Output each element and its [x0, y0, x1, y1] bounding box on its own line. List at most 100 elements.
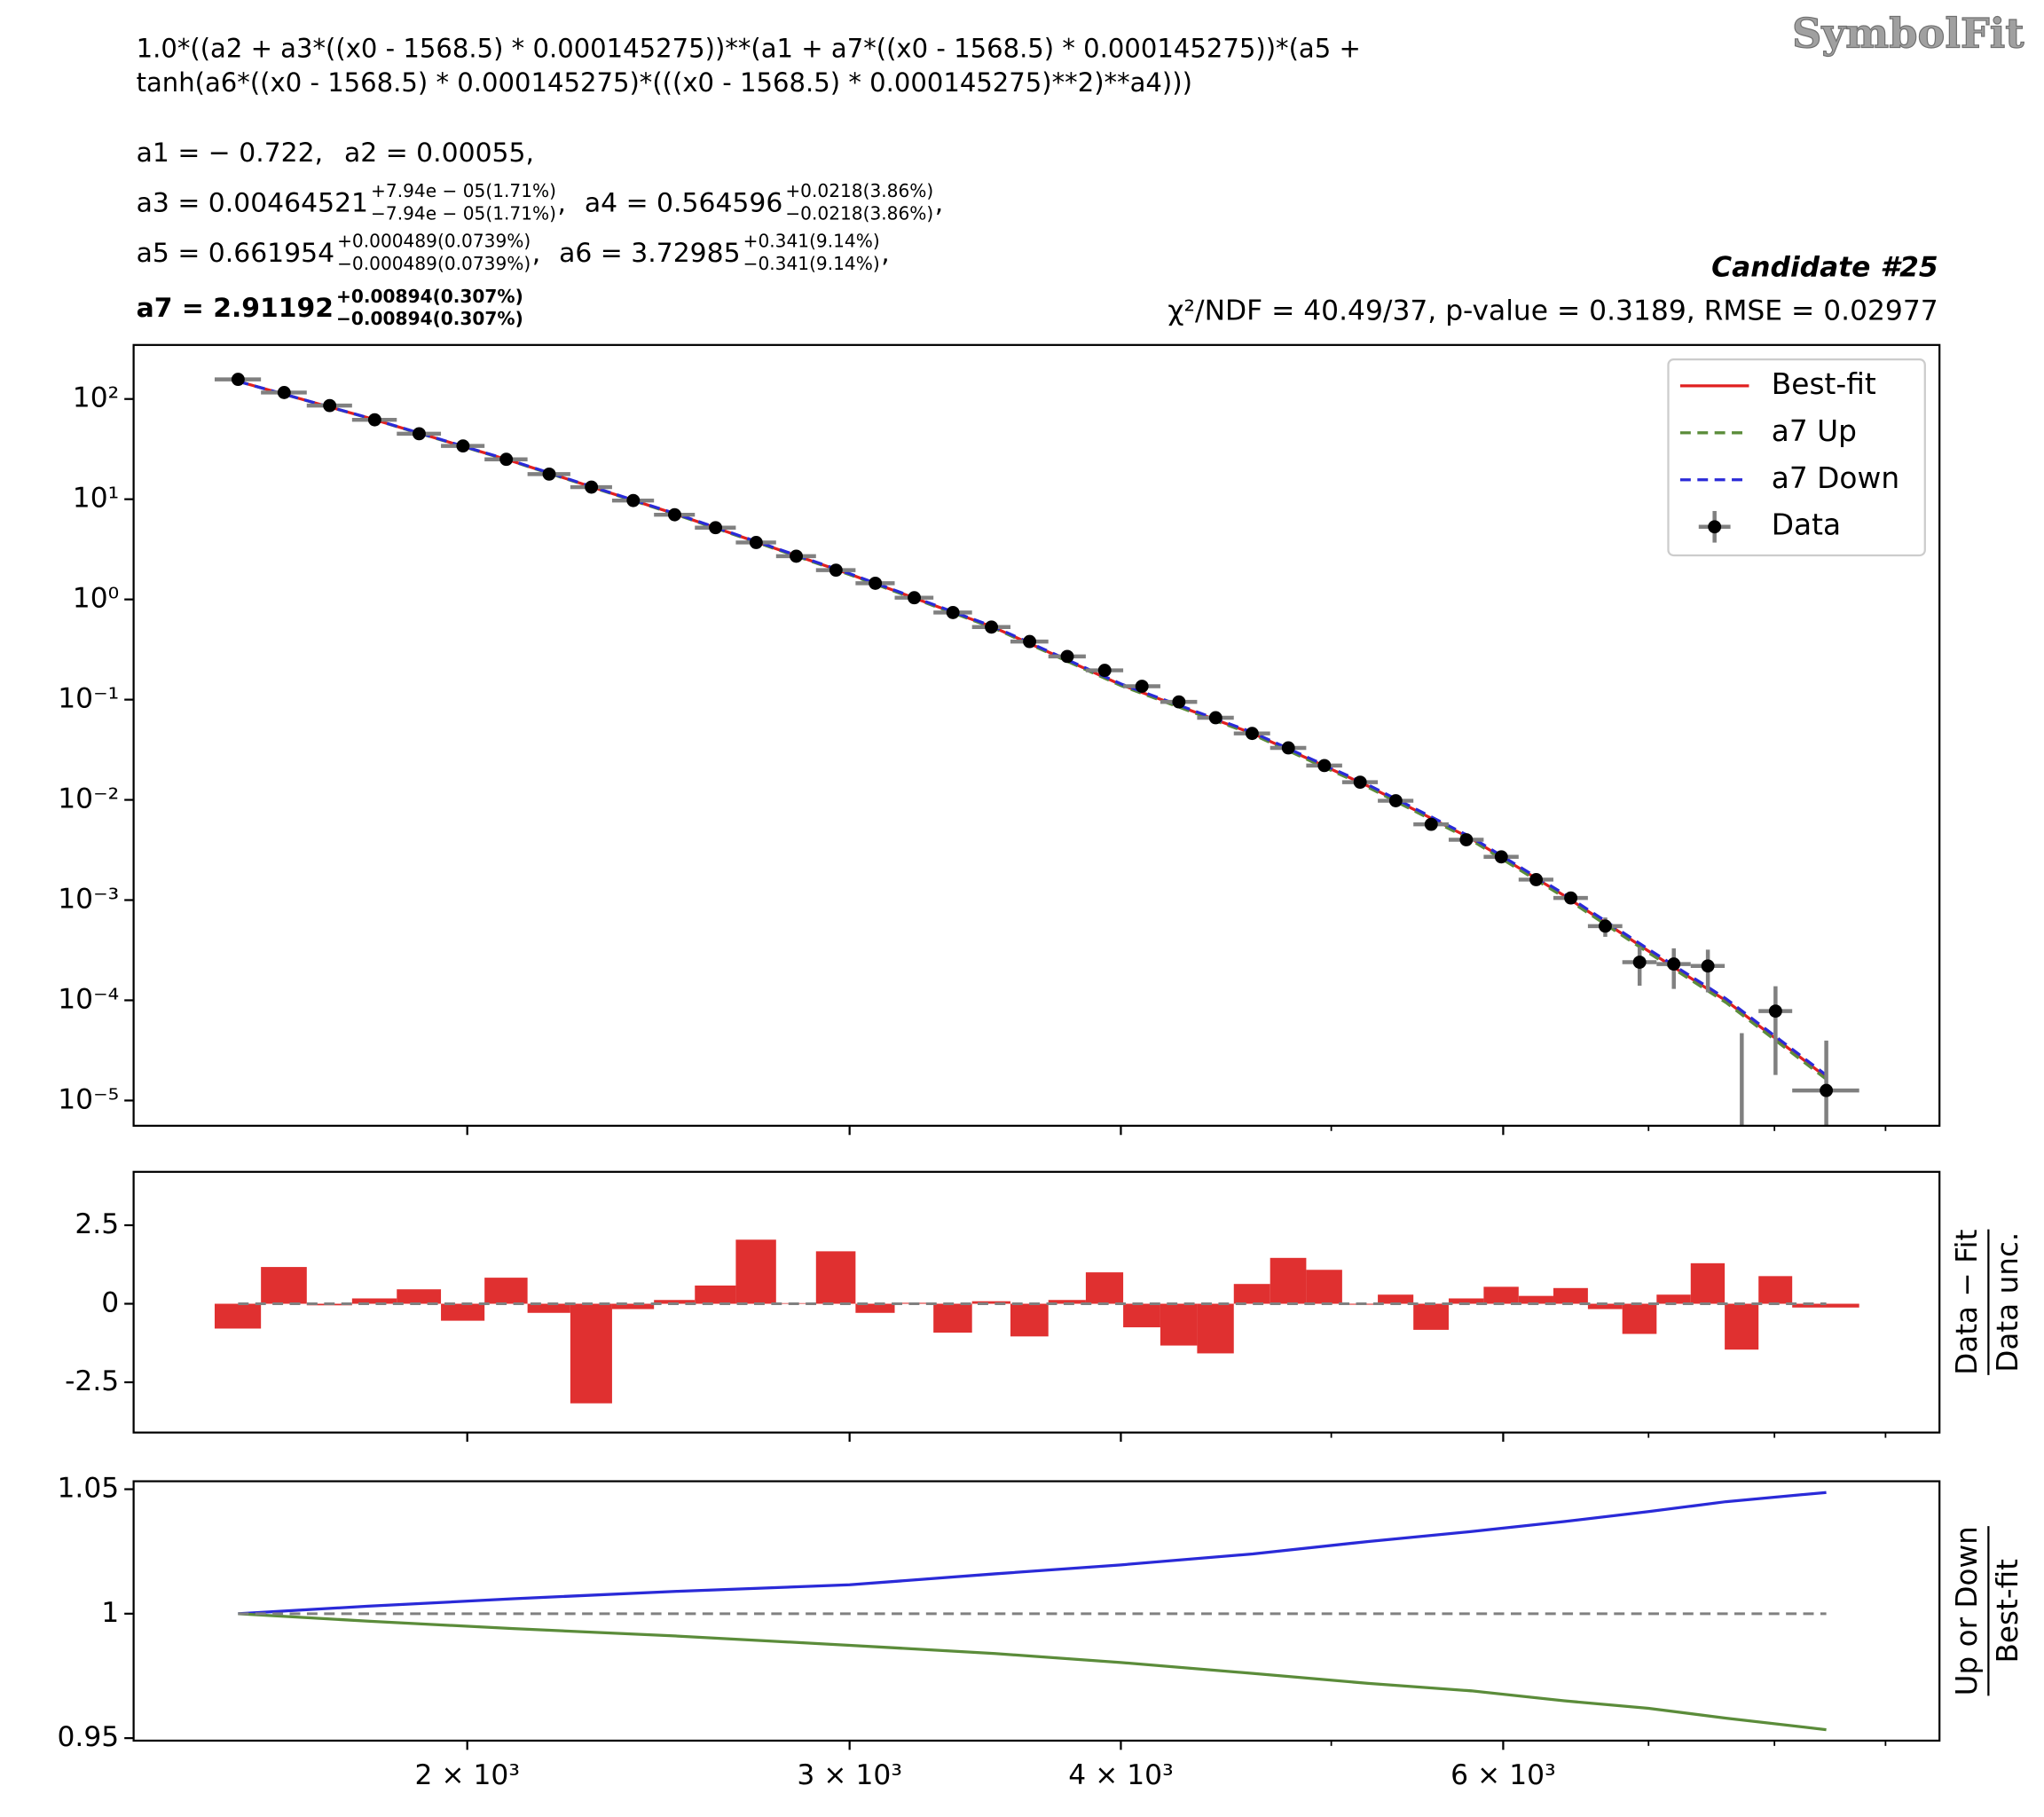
data-point — [626, 493, 641, 507]
y-tick-label: 2.5 — [75, 1208, 119, 1240]
legend-label: a7 Down — [1772, 461, 1899, 495]
parameter-up: +7.94e − 05(1.71%) — [371, 180, 556, 201]
residual-bar — [1758, 1276, 1793, 1304]
x-tick-label: 6 × 10³ — [1450, 1759, 1555, 1791]
y-axis-label: Best-fit — [1991, 1559, 2024, 1664]
residual-bar — [1690, 1262, 1726, 1304]
y-tick-label: 10⁻¹ — [58, 683, 119, 715]
parameter: a3 = 0.00464521 — [137, 188, 368, 219]
data-point — [1388, 794, 1403, 807]
parameter-down: −0.00894(0.307%) — [336, 308, 523, 329]
residual-bar — [1656, 1294, 1691, 1304]
residual-bar — [611, 1303, 655, 1310]
y-tick-label: 10⁻⁵ — [58, 1083, 119, 1115]
data-point — [1097, 664, 1112, 677]
parameter-down: −0.0218(3.86%) — [785, 202, 933, 224]
data-point — [1667, 957, 1681, 971]
residual-bar — [261, 1267, 307, 1304]
data-point — [749, 536, 763, 549]
y-tick-label: 0.95 — [57, 1721, 119, 1753]
y-tick-label: 1.05 — [57, 1473, 119, 1505]
data-point — [412, 427, 426, 441]
residual-bar — [1270, 1257, 1307, 1304]
parameter-down: −0.341(9.14%) — [743, 253, 880, 274]
legend-swatch — [1708, 520, 1722, 534]
parameter: a6 = 3.72985 — [559, 238, 741, 269]
plot-background — [133, 344, 1940, 1126]
residual-bar — [695, 1285, 736, 1304]
plot-area — [214, 1239, 1859, 1404]
formula-line: 1.0*((a2 + a3*((x0 - 1568.5) * 0.0001452… — [137, 33, 1361, 63]
residual-bar — [351, 1298, 397, 1304]
residual-bar — [1792, 1303, 1859, 1308]
parameter: a7 = 2.91192 — [137, 293, 334, 324]
data-point — [790, 549, 803, 563]
plot-frame — [132, 1480, 1941, 1742]
y-tick-label: 10⁻⁴ — [58, 984, 119, 1016]
separator: , — [935, 188, 943, 219]
data-point — [1459, 833, 1474, 846]
residual-bar — [1518, 1295, 1553, 1304]
residual-bar — [1483, 1286, 1519, 1304]
legend-label: a7 Up — [1772, 414, 1857, 448]
residual-bar — [1123, 1303, 1160, 1328]
formula-line: tanh(a6*((x0 - 1568.5) * 0.000145275)*((… — [137, 67, 1192, 98]
plot-area — [214, 373, 1859, 1126]
data-point — [1245, 727, 1259, 741]
data-point — [585, 480, 599, 494]
data-point — [1281, 741, 1295, 755]
data-point — [367, 413, 381, 427]
residual-bar — [1197, 1303, 1234, 1354]
residual-bar — [1306, 1270, 1342, 1304]
residual-bar — [1010, 1303, 1049, 1337]
plot-background — [133, 1481, 1940, 1741]
data-point — [829, 563, 843, 578]
parameter-up: +0.00894(0.307%) — [336, 286, 523, 307]
fit-stats: χ²/NDF = 40.49/37, p-value = 0.3189, RMS… — [1167, 295, 1938, 327]
residual-bar — [971, 1301, 1010, 1304]
y-tick-label: 0 — [101, 1287, 119, 1319]
residual-bar — [214, 1303, 262, 1329]
data-point — [1529, 873, 1544, 886]
residual-bar — [484, 1278, 528, 1304]
residual-bar — [527, 1303, 570, 1313]
y-axis-label: Up or Down — [1950, 1526, 1984, 1695]
data-point — [1172, 695, 1186, 709]
data-point — [668, 507, 681, 522]
residual-bar — [815, 1251, 856, 1304]
y-tick-label: 10⁻³ — [58, 884, 119, 916]
y-tick-label: 10⁰ — [73, 583, 119, 615]
data-point — [1632, 956, 1647, 969]
data-point — [231, 373, 245, 387]
y-axis-label: Data unc. — [1991, 1232, 2024, 1373]
data-point — [1768, 1004, 1782, 1019]
residual-bar — [570, 1303, 612, 1404]
legend-label: Best-fit — [1772, 367, 1876, 401]
y-axis-label: Data − Fit — [1950, 1229, 1984, 1374]
data-point — [869, 576, 883, 590]
data-point — [985, 620, 999, 634]
residual-bar — [933, 1303, 972, 1333]
x-tick-label: 4 × 10³ — [1068, 1759, 1173, 1791]
curve — [238, 1491, 1827, 1616]
residual-bar — [1448, 1298, 1484, 1304]
data-point — [908, 591, 922, 605]
data-point — [1135, 680, 1149, 693]
data-point — [1494, 850, 1508, 864]
residual-bar — [1378, 1294, 1414, 1304]
data-point — [456, 439, 470, 453]
residual-bar — [441, 1303, 485, 1321]
parameter: a5 = 0.661954 — [137, 238, 334, 269]
data-point — [323, 398, 337, 413]
residual-bar — [1725, 1303, 1759, 1350]
residual-bar — [1233, 1284, 1270, 1304]
residual-bar — [1160, 1303, 1198, 1346]
parameter-up: +0.0218(3.86%) — [785, 180, 933, 201]
data-point — [1820, 1083, 1834, 1097]
logo: SymbolFit — [1792, 10, 2024, 58]
y-tick-label: 10⁻² — [58, 783, 119, 815]
curve — [237, 380, 1828, 1077]
y-tick-label: 10¹ — [73, 483, 119, 515]
